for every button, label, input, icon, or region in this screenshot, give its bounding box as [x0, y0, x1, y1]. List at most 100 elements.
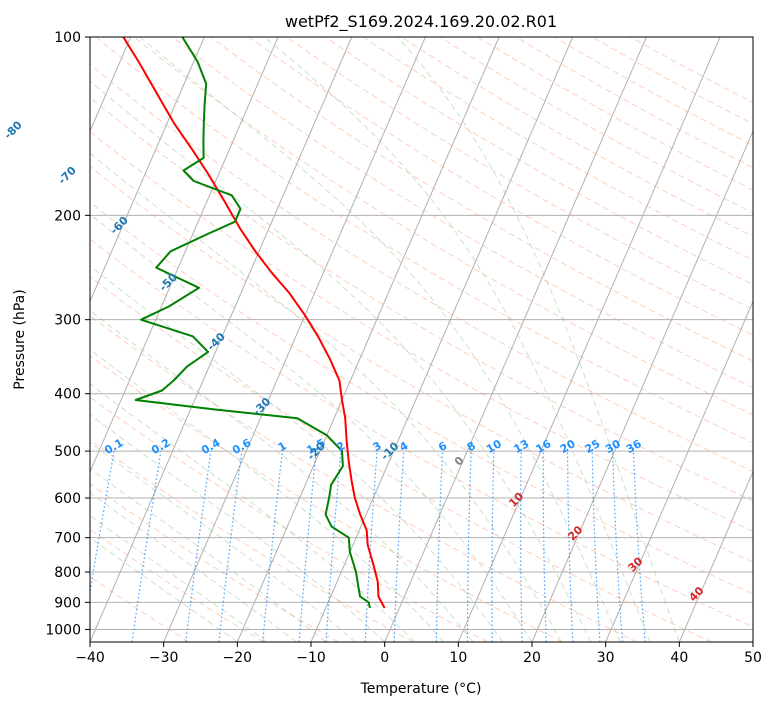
mixing-ratio-line	[298, 451, 317, 642]
x-tick-label: 30	[597, 650, 615, 666]
isotherm-label: -80	[2, 118, 25, 141]
dry-adiabat-line	[90, 483, 339, 642]
x-tick-label: −10	[296, 650, 326, 666]
dry-adiabat-line	[90, 396, 488, 642]
dry-adiabat-line	[90, 439, 414, 642]
isotherm-label: -40	[205, 330, 228, 353]
y-tick-label: 100	[54, 30, 81, 46]
plot-frame	[89, 36, 754, 643]
dewpoint-line	[134, 37, 371, 609]
moist-adiabat-line	[90, 414, 386, 642]
moist-adiabat-line	[397, 37, 680, 642]
dry-adiabat-line	[90, 238, 753, 628]
dry-adiabat-line	[324, 37, 753, 286]
mixing-ratio-label: 20	[558, 437, 578, 456]
profile-lines	[122, 37, 386, 609]
isotherm-line	[236, 37, 500, 642]
mixing-ratio-line	[364, 451, 378, 642]
isotherm-label: -70	[56, 164, 79, 187]
mixing-ratio-label: 0.4	[199, 436, 223, 457]
x-tick-label: 40	[670, 650, 688, 666]
mixing-ratio-label: 10	[484, 437, 504, 456]
y-tick-label: 900	[54, 595, 81, 611]
x-tick-label: 20	[523, 650, 541, 666]
moist-adiabat-line	[139, 37, 621, 642]
isotherm-line	[90, 37, 353, 642]
isotherm-line	[90, 37, 279, 473]
isotherm-line	[384, 37, 647, 642]
mixing-ratio-line	[218, 451, 243, 642]
isotherm-line	[678, 470, 753, 642]
moist-adiabat-line	[90, 537, 238, 642]
mixing-ratio-line	[325, 451, 342, 642]
mixing-ratio-line	[566, 451, 574, 642]
moist-adiabat-line	[90, 152, 562, 642]
moist-adiabat-line	[90, 467, 327, 642]
dry-adiabat-line	[591, 37, 753, 125]
moist-adiabat-line	[90, 213, 533, 642]
isotherm-label: 0	[452, 454, 467, 469]
dry-adiabat-line	[90, 276, 712, 642]
dry-adiabat-line	[248, 37, 753, 336]
mixing-ratio-line	[90, 450, 115, 596]
dry-adiabat-line	[172, 37, 753, 389]
mixing-ratio-label: 0.2	[149, 436, 172, 457]
moist-adiabat-line	[90, 442, 356, 642]
x-tick-label: 10	[449, 650, 467, 666]
mixing-ratio-line	[591, 451, 601, 642]
dry-adiabat-line	[90, 315, 638, 642]
y-tick-label: 400	[54, 387, 81, 403]
mixing-ratio-line	[131, 450, 162, 642]
dry-adiabat-line	[90, 355, 563, 642]
dry-adiabat-line	[286, 37, 753, 310]
mixing-ratio-line	[262, 451, 283, 642]
isotherm-label: 20	[565, 523, 585, 543]
y-tick-label: 500	[54, 444, 81, 460]
isotherm-line	[163, 37, 426, 642]
moist-adiabat-line	[90, 80, 592, 642]
isotherm-line	[605, 300, 753, 642]
x-tick-label: −20	[223, 650, 253, 666]
mixing-ratio-label: 13	[512, 437, 532, 456]
dry-adiabat-line	[90, 130, 753, 532]
y-tick-label: 300	[54, 313, 81, 329]
axis-ticks: −40 −30 −20 −10 0 10 20 30 40 5010009008007006005…	[45, 30, 762, 666]
dry-adiabat-line	[210, 37, 753, 362]
x-tick-label: −40	[75, 650, 105, 666]
y-tick-label: 600	[54, 491, 81, 507]
isotherm-line	[90, 37, 205, 303]
x-tick-label: 0	[380, 650, 389, 666]
isotherm-line	[310, 37, 574, 642]
dry-adiabat-line	[90, 96, 753, 502]
mixing-ratio-line	[632, 451, 646, 642]
y-tick-label: 800	[54, 565, 81, 581]
moist-adiabat-line	[90, 383, 415, 642]
x-axis-label: Temperature (°C)	[360, 681, 482, 697]
moist-adiabat-line	[90, 348, 444, 642]
dry-adiabat-line	[95, 37, 753, 444]
mixing-ratio-label: 30	[603, 437, 623, 456]
isotherm-line	[752, 640, 753, 642]
temperature-line	[122, 37, 386, 609]
mixing-ratio-label: 0.6	[230, 436, 254, 457]
y-tick-label: 200	[54, 208, 81, 224]
mixing-ratio-line	[491, 451, 495, 642]
x-tick-label: −30	[149, 650, 179, 666]
dry-adiabat-line	[90, 201, 753, 595]
moist-adiabat-line	[90, 309, 474, 642]
mixing-ratio-label: 25	[583, 437, 603, 456]
dry-adiabat-line	[90, 576, 190, 642]
moist-adiabat-line	[263, 37, 651, 642]
y-tick-label: 700	[54, 531, 81, 547]
dry-adiabat-line	[90, 165, 753, 563]
chart-title: wetPf2_S169.2024.169.20.02.R01	[285, 12, 557, 32]
mixing-ratio-line	[520, 451, 523, 642]
mixing-ratio-line	[435, 451, 444, 642]
x-tick-label: 50	[744, 650, 762, 666]
dry-adiabat-line	[553, 37, 753, 147]
isotherm-label: -60	[108, 214, 131, 237]
y-tick-label: 1000	[45, 622, 81, 638]
mixing-ratio-label: 2	[334, 439, 347, 454]
background-lines	[90, 37, 753, 642]
